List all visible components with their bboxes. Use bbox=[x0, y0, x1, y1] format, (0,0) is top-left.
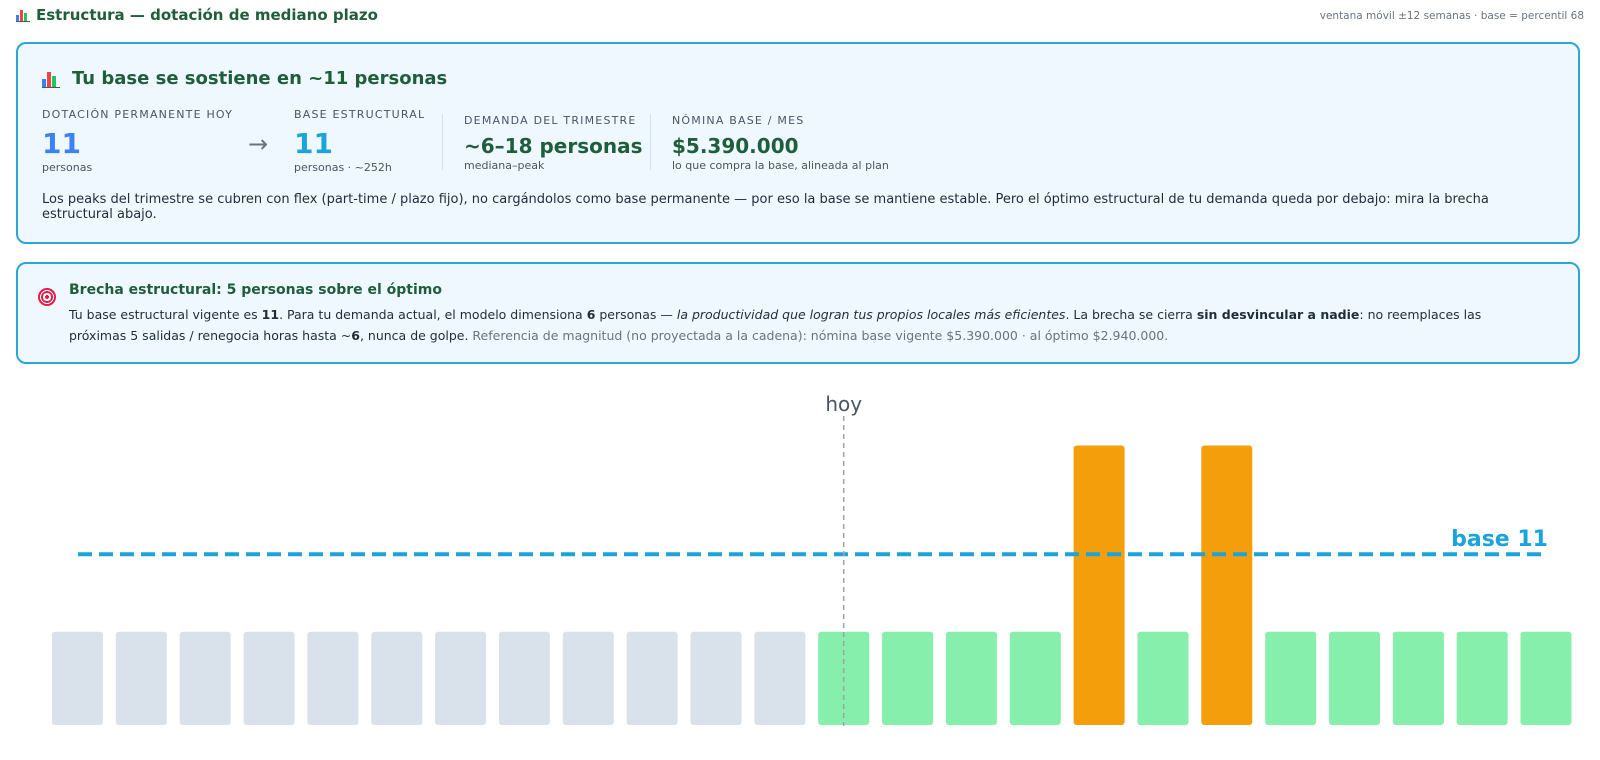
top-bar: Estructura — dotación de mediano plazo v… bbox=[16, 6, 1584, 28]
bar-future-week bbox=[1456, 631, 1508, 725]
gap-reference: Referencia de magnitud (no proyectada a … bbox=[468, 328, 1169, 343]
metric-sub: personas · ~252h bbox=[294, 161, 392, 174]
metric-value: 11 bbox=[294, 127, 333, 160]
bar-chart-icon bbox=[42, 70, 60, 88]
gap-text: personas — bbox=[595, 307, 677, 322]
metric-base-payroll: NÓMINA BASE / MES $5.390.000 lo que comp… bbox=[672, 114, 889, 172]
summary-card: Tu base se sostiene en ~11 personas DOTA… bbox=[16, 42, 1580, 244]
target-icon bbox=[38, 288, 56, 306]
bar-future-week bbox=[1392, 631, 1444, 725]
bar-past-week bbox=[562, 631, 614, 725]
bar-peak-week bbox=[1073, 445, 1125, 725]
weekly-demand-chart: base 11 hoy bbox=[52, 392, 1572, 726]
arrow-right-icon: → bbox=[248, 130, 269, 158]
bar-past-week bbox=[626, 631, 678, 725]
bar-past-week bbox=[435, 631, 487, 725]
bar-past-week bbox=[754, 631, 806, 725]
bar-future-week bbox=[945, 631, 997, 725]
bar-past-week bbox=[115, 631, 167, 725]
bar-peak-week bbox=[1201, 445, 1253, 725]
metric-label: BASE ESTRUCTURAL bbox=[294, 108, 426, 121]
metric-label: DEMANDA DEL TRIMESTRE bbox=[464, 114, 637, 127]
bar-past-week bbox=[52, 631, 103, 725]
metric-value: $5.390.000 bbox=[672, 134, 799, 158]
gap-current-base: 11 bbox=[261, 307, 280, 322]
bar-past-week bbox=[690, 631, 742, 725]
bar-future-week bbox=[882, 631, 934, 725]
metric-value: ~6–18 personas bbox=[464, 134, 643, 158]
bar-future-week bbox=[1520, 631, 1572, 725]
bar-future-week bbox=[1009, 631, 1061, 725]
bar-future-week bbox=[1137, 631, 1189, 725]
gap-text: . Para tu demanda actual, el modelo dime… bbox=[279, 307, 587, 322]
metric-sub: personas bbox=[42, 161, 93, 174]
summary-heading: Tu base se sostiene en ~11 personas bbox=[42, 68, 447, 89]
bar-past-week bbox=[243, 631, 295, 725]
section-title: Estructura — dotación de mediano plazo bbox=[16, 6, 378, 24]
gap-card: Brecha estructural: 5 personas sobre el … bbox=[16, 262, 1580, 364]
bar-past-week bbox=[371, 631, 423, 725]
base-label: base 11 bbox=[1451, 527, 1548, 552]
bar-past-week bbox=[179, 631, 231, 725]
bar-chart-icon bbox=[16, 8, 30, 22]
divider bbox=[442, 114, 443, 170]
metric-value: 11 bbox=[42, 127, 81, 160]
bar-future-week bbox=[1265, 631, 1317, 725]
summary-heading-text: Tu base se sostiene en ~11 personas bbox=[72, 68, 448, 89]
bar-past-week bbox=[307, 631, 359, 725]
gap-text: : no reemplaces las próximas 5 salidas /… bbox=[69, 307, 1482, 343]
bar-future-week bbox=[1329, 631, 1380, 725]
metric-structural-base: BASE ESTRUCTURAL 11 personas · ~252h bbox=[294, 108, 425, 174]
summary-description: Los peaks del trimestre se cubren con fl… bbox=[42, 192, 1489, 222]
metric-sub: lo que compra la base, alineada al plan bbox=[672, 159, 889, 172]
metric-label: DOTACIÓN PERMANENTE HOY bbox=[42, 108, 234, 121]
gap-text: . La brecha se cierra bbox=[1065, 307, 1197, 322]
gap-target: 6 bbox=[351, 328, 360, 343]
window-meta: ventana móvil ±12 semanas · base = perce… bbox=[1319, 10, 1584, 22]
gap-title: Brecha estructural: 5 personas sobre el … bbox=[69, 282, 442, 298]
gap-text: Tu base estructural vigente es bbox=[69, 307, 262, 322]
gap-optimal: 6 bbox=[586, 307, 596, 322]
metric-current-staff: DOTACIÓN PERMANENTE HOY 11 personas bbox=[42, 108, 233, 174]
gap-text: , nunca de golpe. bbox=[359, 328, 469, 343]
metric-quarter-demand: DEMANDA DEL TRIMESTRE ~6–18 personas med… bbox=[464, 114, 643, 172]
gap-no-layoffs: sin desvincular a nadie bbox=[1196, 307, 1360, 322]
divider bbox=[650, 114, 651, 170]
section-title-text: Estructura — dotación de mediano plazo bbox=[36, 6, 378, 24]
bar-past-week bbox=[498, 631, 550, 725]
metric-sub: mediana–peak bbox=[464, 159, 545, 172]
metric-label: NÓMINA BASE / MES bbox=[672, 114, 805, 127]
today-label: hoy bbox=[825, 392, 862, 416]
gap-body: Tu base estructural vigente es 11. Para … bbox=[69, 304, 1519, 346]
gap-emphasis: la productividad que logran tus propios … bbox=[676, 307, 1066, 322]
